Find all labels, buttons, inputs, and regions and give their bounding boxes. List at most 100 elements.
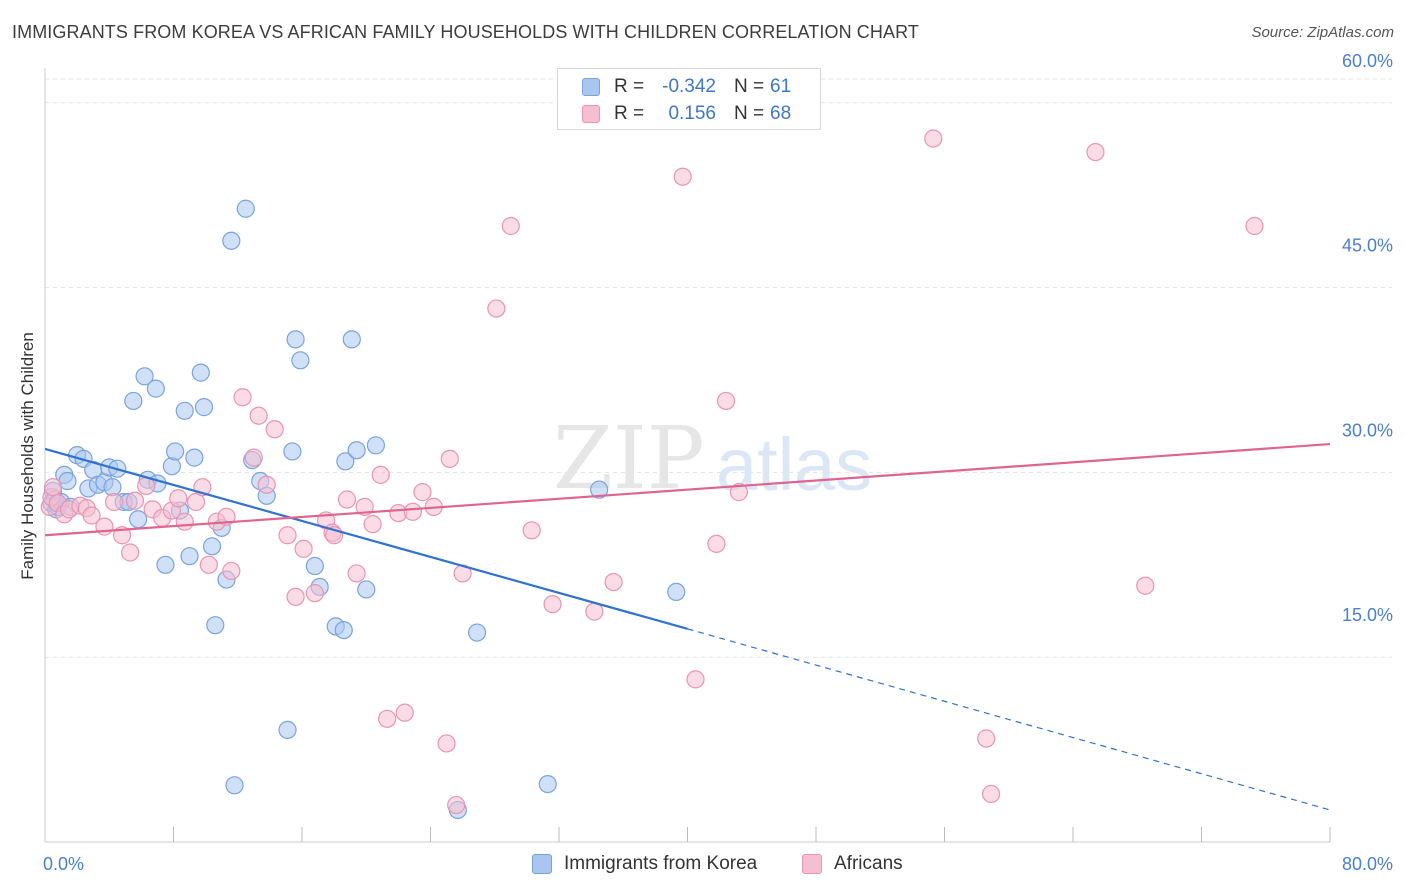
africans-point: [222, 561, 241, 581]
africans-point: [981, 784, 1001, 804]
africans-point: [403, 502, 422, 521]
africans-point: [924, 129, 943, 148]
korea-point: [357, 580, 376, 599]
africans-point: [257, 475, 276, 494]
n-label: N =: [734, 76, 765, 97]
africans-point: [673, 167, 692, 186]
africans-point: [1086, 142, 1105, 162]
africans-trend-line: [44, 442, 1331, 537]
korea-point: [129, 510, 148, 529]
n-value: 61: [770, 76, 792, 97]
y-tick-label: 45.0%: [1342, 236, 1393, 256]
africans-point: [294, 539, 313, 558]
africans-point: [716, 391, 736, 411]
korea-point: [162, 457, 181, 476]
trend-lines: [44, 442, 1331, 811]
africans-point: [977, 729, 996, 748]
africans-point: [707, 534, 726, 553]
n-label: N =: [734, 103, 765, 124]
korea-point: [225, 776, 244, 795]
korea-trend-line: [44, 447, 688, 630]
korea-point: [191, 363, 210, 382]
africans-point: [278, 526, 297, 545]
africans-point: [305, 584, 324, 603]
africans-point: [585, 602, 604, 621]
korea-point: [291, 351, 310, 370]
africans-point: [82, 506, 101, 525]
africans-point: [440, 449, 459, 468]
korea-point: [336, 452, 355, 471]
africans-point: [487, 299, 506, 318]
n-value: 68: [770, 103, 792, 124]
africans-point: [686, 670, 705, 689]
axes: [44, 68, 1331, 843]
africans-point: [729, 483, 749, 502]
africans-swatch: [582, 105, 600, 123]
africans-point: [437, 734, 456, 753]
korea-point: [366, 436, 385, 455]
r-label: R =: [614, 76, 645, 97]
africans-point: [604, 572, 623, 592]
korea-point: [222, 231, 241, 250]
africans-swatch: [802, 854, 822, 874]
africans-point: [1136, 576, 1155, 595]
africans-point: [347, 564, 366, 583]
y-tick-label: 15.0%: [1342, 605, 1393, 625]
africans-point: [233, 388, 252, 407]
korea-point: [135, 367, 154, 386]
africans-point: [355, 497, 374, 516]
series-legend: Immigrants from Korea Africans: [0, 852, 1406, 878]
africans-point: [1245, 216, 1264, 236]
africans-point: [244, 448, 263, 467]
r-label: R =: [614, 103, 645, 124]
korea-point: [166, 442, 185, 461]
korea-point: [305, 556, 324, 576]
africans-point: [43, 478, 63, 497]
africans-point: [199, 555, 218, 574]
x-tick-label: 80.0%: [1342, 854, 1393, 874]
watermark-zip: ZIP: [553, 409, 705, 509]
korea-point: [202, 537, 222, 556]
stats-legend: R = -0.342 N = 61 R = 0.156 N = 68: [557, 68, 821, 130]
korea-point: [236, 199, 255, 218]
korea-point: [667, 582, 686, 602]
chart-title: IMMIGRANTS FROM KOREA VS AFRICAN FAMILY …: [12, 22, 919, 42]
r-value: 0.156: [668, 103, 716, 124]
korea-swatch: [582, 78, 600, 96]
korea-point: [194, 398, 214, 417]
africans-point: [175, 512, 194, 531]
korea-swatch: [532, 854, 552, 874]
africans-point: [447, 795, 466, 815]
africans-point: [337, 490, 357, 509]
korea-point: [156, 555, 175, 574]
korea-trend-line-extension: [687, 628, 1331, 811]
korea-point: [180, 547, 199, 566]
africans-point: [543, 595, 562, 614]
watermark: ZIP atlas: [553, 409, 872, 509]
source-credit: Source: ZipAtlas.com: [1251, 24, 1394, 41]
korea-point: [467, 623, 487, 642]
africans-point: [265, 420, 284, 439]
africans-point: [413, 483, 432, 502]
korea-point: [347, 441, 366, 460]
korea-point: [175, 401, 194, 420]
korea-point: [342, 330, 361, 349]
africans-point: [104, 492, 124, 512]
stats-row-korea: R = -0.342 N = 61: [558, 74, 820, 100]
africans-point: [286, 587, 305, 606]
africans-point: [125, 491, 145, 510]
korea-point: [283, 442, 302, 461]
y-tick-label: 30.0%: [1342, 420, 1393, 440]
africans-point: [249, 406, 268, 425]
africans-point: [169, 489, 188, 508]
y-tick-label: 60.0%: [1342, 51, 1393, 71]
korea-point: [334, 620, 353, 640]
legend-label: Immigrants from Korea: [564, 853, 758, 874]
korea-point: [124, 391, 143, 411]
korea-point: [278, 720, 297, 739]
x-tick-label: 0.0%: [43, 854, 84, 874]
stats-row-africans: R = 0.156 N = 68: [558, 101, 820, 127]
r-value: -0.342: [662, 76, 716, 97]
korea-point: [590, 480, 609, 499]
